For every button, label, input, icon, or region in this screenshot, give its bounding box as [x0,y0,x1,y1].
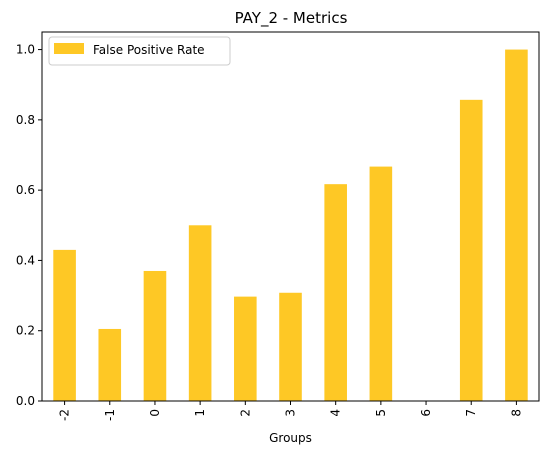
bar-8 [505,49,528,401]
legend: False Positive Rate [48,36,231,66]
x-axis: -2 -1 0 1 2 3 4 5 6 7 8 [58,401,523,421]
x-tick-label: -2 [58,409,72,421]
bar--1 [98,328,122,401]
bars-group [53,49,528,401]
y-tick-label: 1.0 [16,43,35,57]
legend-swatch [54,43,84,54]
x-axis-label: Groups [269,431,312,445]
bar-2 [234,296,257,401]
y-tick-label: 0.8 [16,113,35,127]
x-tick-label: 0 [148,409,162,417]
bar-1 [188,225,212,401]
bar--2 [53,249,76,401]
x-tick-label: 6 [419,409,433,417]
y-tick-label: 0.6 [16,183,35,197]
y-tick-label: 0.4 [16,253,35,267]
x-tick-label: -1 [103,409,117,421]
y-axis: 0.0 0.2 0.4 0.6 0.8 1.0 [16,43,42,408]
bar-4 [324,184,347,401]
x-tick-label: 2 [238,409,252,417]
x-tick-label: 3 [284,409,298,417]
x-tick-label: 8 [509,409,523,417]
x-tick-label: 1 [193,409,207,417]
chart-title: PAY_2 - Metrics [235,9,348,28]
x-tick-label: 5 [374,409,388,417]
y-tick-label: 0.0 [16,394,35,408]
bar-3 [279,292,302,401]
bar-5 [369,166,393,401]
bar-7 [459,99,483,401]
bar-0 [143,270,167,401]
x-tick-label: 4 [329,409,343,417]
legend-label: False Positive Rate [93,43,205,57]
legend-box [48,36,231,66]
y-tick-label: 0.2 [16,324,35,338]
x-tick-label: 7 [464,409,478,417]
